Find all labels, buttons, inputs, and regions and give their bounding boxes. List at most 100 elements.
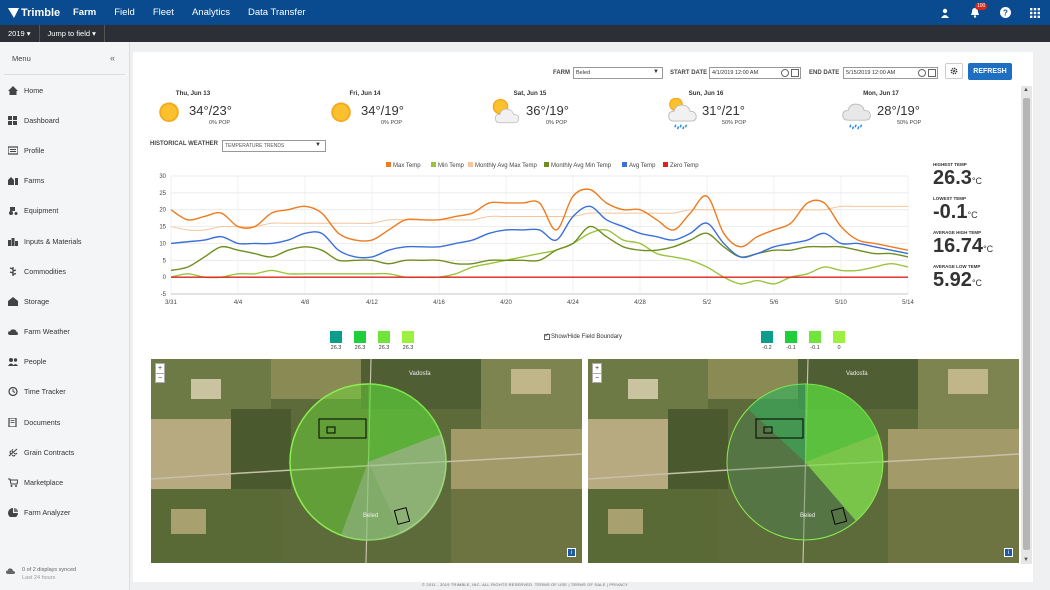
refresh-button[interactable]: REFRESH [968, 63, 1012, 80]
sidebar-item-profile[interactable]: Profile [0, 135, 129, 165]
legend-entry[interactable]: Avg Temp [629, 163, 656, 169]
nav-analytics[interactable]: Analytics [191, 7, 230, 18]
scroll-up-icon[interactable]: ▲ [1023, 87, 1029, 93]
nav-field[interactable]: Field [114, 7, 135, 18]
x-tick-label: 4/28 [634, 300, 646, 306]
end-date-input[interactable]: 5/15/2019 12:00 AM [843, 67, 938, 79]
map-info-icon[interactable]: i [1004, 548, 1013, 557]
legend-swatch[interactable] [622, 162, 627, 167]
nav-data-transfer[interactable]: Data Transfer [247, 7, 306, 18]
legend-swatch[interactable] [663, 162, 668, 167]
y-tick-label: 20 [159, 208, 166, 214]
jump-to-field-selector[interactable]: Jump to field ▾ [40, 25, 105, 42]
sidebar-item-documents[interactable]: Documents [0, 407, 129, 437]
sidebar-item-label: Farm Analyzer [24, 508, 71, 518]
map-town-label-top: Vadosfa [846, 371, 868, 377]
scroll-down-icon[interactable]: ▼ [1023, 557, 1029, 563]
legend-entry[interactable]: Monthly Avg Min Temp [551, 163, 612, 169]
sidebar-item-grain-contracts[interactable]: Grain Contracts [0, 437, 129, 467]
end-time-picker-icon[interactable] [918, 69, 926, 77]
historical-weather-select[interactable]: TEMPERATURE TRENDS ▼ [222, 140, 326, 152]
sidebar-item-farm-analyzer[interactable]: Farm Analyzer [0, 498, 129, 528]
series-line-avg-temp[interactable] [170, 205, 909, 259]
settings-button[interactable] [945, 63, 963, 79]
trimble-logo[interactable]: Trimble [0, 7, 64, 19]
sidebar-item-inputs-materials[interactable]: Inputs & Materials [0, 226, 129, 256]
left-map-legend-swatch [330, 331, 342, 343]
y-tick-label: 0 [163, 275, 167, 281]
start-time-picker-icon[interactable] [781, 69, 789, 77]
main-scrollbar[interactable]: ▲ ▼ [1021, 86, 1032, 564]
help-icon[interactable]: ? [998, 6, 1012, 20]
nav-fleet[interactable]: Fleet [152, 7, 174, 18]
apps-grid-icon[interactable] [1028, 6, 1042, 20]
farm-select[interactable]: Beled ▼ [573, 67, 663, 79]
filter-row: FARM Beled ▼ START DATE 4/1/2019 12:00 AM… [133, 65, 1033, 83]
map-left[interactable]: Vadosfa Beled + − i [151, 359, 582, 563]
sidebar-item-marketplace[interactable]: Marketplace [0, 467, 129, 497]
sidebar-item-time-tracker[interactable]: Time Tracker [0, 377, 129, 407]
right-map-legend-value: -0.2 [762, 345, 772, 351]
stat-average-high-temp: AVERAGE HIGH TEMP 16.74°C [933, 230, 1023, 260]
stat-unit: °C [971, 278, 983, 288]
field-boundary-toggle[interactable]: Show/Hide Field Boundary [544, 332, 622, 340]
legend-entry[interactable]: Zero Temp [670, 163, 699, 169]
stat-unit: °C [983, 244, 994, 254]
notifications-bell-icon[interactable]: 100 [968, 2, 988, 20]
x-tick-label: 4/12 [366, 300, 378, 306]
sidebar-item-commodities[interactable]: Commodities [0, 256, 129, 286]
sidebar-item-people[interactable]: People [0, 347, 129, 377]
start-calendar-icon[interactable] [791, 69, 799, 77]
right-map-legend-swatch [761, 331, 773, 343]
forecast-temp: 28°/19° [877, 103, 920, 118]
legend-swatch[interactable] [386, 162, 391, 167]
zoom-in-button[interactable]: + [594, 365, 600, 372]
scrollbar-thumb[interactable] [1023, 98, 1030, 550]
user-icon[interactable] [938, 6, 952, 20]
sync-cloud-icon [6, 568, 16, 582]
zoom-in-button[interactable]: + [157, 365, 163, 372]
field-boundary-checkbox[interactable] [544, 332, 550, 340]
collapse-menu-icon[interactable]: « [109, 53, 115, 63]
sidebar-item-farms[interactable]: Farms [0, 166, 129, 196]
sidebar-item-equipment[interactable]: Equipment [0, 196, 129, 226]
forecast-temp: 34°/23° [189, 103, 232, 118]
forecast-pop: 0% POP [209, 120, 231, 126]
legend-entry[interactable]: Min Temp [438, 163, 465, 169]
zoom-out-button[interactable]: − [593, 373, 601, 382]
series-line-monthly-avg-min-temp[interactable] [170, 225, 909, 272]
y-tick-label: 25 [159, 191, 166, 197]
map-info-icon[interactable]: i [567, 548, 576, 557]
legend-swatch[interactable] [544, 162, 549, 167]
forecast-day-name: Thu, Jun 13 [175, 90, 211, 97]
map-right[interactable]: Vadosfa Beled + − i [588, 359, 1019, 563]
series-line-max-temp[interactable] [170, 188, 909, 251]
sidebar-item-storage[interactable]: Storage [0, 286, 129, 316]
year-selector[interactable]: 2019 ▾ [0, 25, 40, 42]
gear-icon [950, 67, 958, 75]
sidebar-item-label: Inputs & Materials [24, 236, 82, 246]
series-line-min-temp[interactable] [170, 228, 909, 285]
home-icon [8, 85, 18, 95]
stat-unit: °C [967, 210, 978, 220]
legend-entry[interactable]: Max Temp [393, 163, 421, 169]
x-tick-label: 5/6 [770, 300, 779, 306]
end-calendar-icon[interactable] [928, 69, 936, 77]
notification-count-badge: 100 [975, 2, 988, 10]
legend-swatch[interactable] [431, 162, 436, 167]
sync-status: 0 of 2 displays synced Last 24 hours [6, 566, 76, 582]
sidebar-item-home[interactable]: Home [0, 75, 129, 105]
series-line-monthly-avg-max-temp[interactable] [170, 205, 908, 231]
temperature-stats: HIGHEST TEMP 26.3°C LOWEST TEMP -0.1°C AVERA… [933, 158, 1023, 296]
sidebar-item-farm-weather[interactable]: Farm Weather [0, 317, 129, 347]
start-date-input[interactable]: 4/1/2019 12:00 AM [709, 67, 801, 79]
y-tick-label: 30 [159, 174, 166, 180]
forecast-pop: 0% POP [546, 120, 568, 126]
zoom-out-button[interactable]: − [156, 373, 164, 382]
context-bar: 2019 ▾ Jump to field ▾ [0, 25, 1050, 42]
legend-entry[interactable]: Monthly Avg Max Temp [475, 163, 537, 169]
sidebar-item-dashboard[interactable]: Dashboard [0, 105, 129, 135]
nav-farm[interactable]: Farm [73, 7, 97, 18]
legend-swatch[interactable] [468, 162, 473, 167]
farms-icon [8, 176, 18, 186]
